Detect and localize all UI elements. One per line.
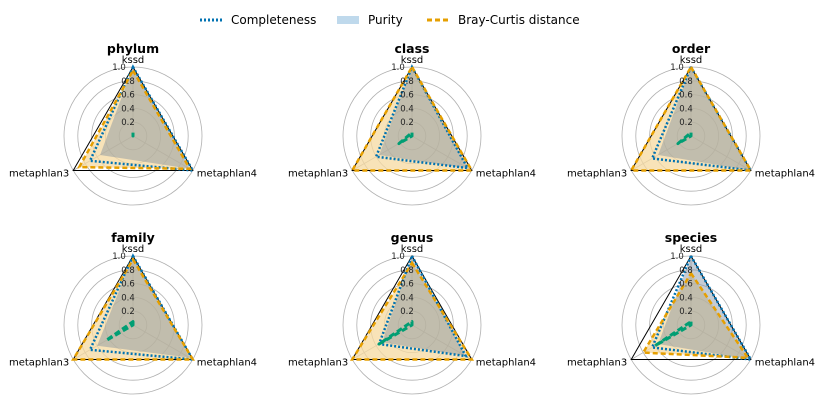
bray-curtis-area (79, 70, 190, 169)
legend-label: Bray-Curtis distance (458, 13, 580, 27)
axis-label-metaphlan4: metaphlan4 (476, 169, 536, 180)
panel-title: class (394, 41, 429, 56)
radial-tick-label: 1.0 (112, 252, 126, 262)
axis-label-metaphlan4: metaphlan4 (476, 358, 536, 369)
radial-tick-label: 0.6 (679, 280, 693, 290)
radial-tick-label: 0.2 (121, 307, 135, 317)
radial-tick-label: 0.8 (679, 266, 693, 276)
completeness-line (650, 253, 754, 362)
panel-title: order (672, 41, 711, 56)
axis-label-kssd: kssd (122, 244, 145, 255)
radial-tick-label: 0.8 (400, 77, 414, 87)
axis-label-metaphlan3: metaphlan3 (567, 358, 627, 369)
radial-tick-label: 0.8 (121, 77, 135, 87)
bray-curtis-area (631, 67, 751, 171)
axis-label-metaphlan3: metaphlan3 (9, 169, 69, 180)
axis-label-kssd: kssd (122, 55, 145, 66)
radial-tick-label: 0.6 (121, 280, 135, 290)
radar-panels: 0.20.40.60.81.0kssdmetaphlan4metaphlan3p… (9, 41, 815, 395)
radial-tick-label: 1.0 (391, 63, 405, 73)
radial-tick-label: 0.4 (121, 293, 135, 303)
axis-label-kssd: kssd (680, 244, 703, 255)
purity-area (658, 67, 751, 171)
radial-tick-label: 0.2 (400, 118, 414, 128)
bray-curtis-line (629, 64, 753, 172)
axis-label-kssd: kssd (680, 55, 703, 66)
bray-curtis-line (70, 256, 196, 361)
radial-tick-label: 0.6 (400, 91, 414, 101)
radial-tick-label: 0.2 (679, 307, 693, 317)
radar-frame (630, 255, 752, 360)
panel-title: species (665, 230, 717, 245)
panel-title: genus (391, 230, 434, 245)
bray-curtis-area (352, 262, 472, 360)
radial-tick-label: 0.4 (679, 104, 693, 114)
legend-label: Purity (368, 13, 403, 27)
bray-curtis-line (350, 64, 474, 172)
radial-tick-label: 0.4 (679, 293, 693, 303)
radial-tick-label: 0.2 (121, 118, 135, 128)
axis-label-metaphlan3: metaphlan3 (288, 358, 348, 369)
bray-curtis-line (77, 67, 192, 171)
radial-tick-label: 0.6 (679, 91, 693, 101)
radial-tick-label: 0.4 (400, 293, 414, 303)
bray-curtis-line (349, 260, 475, 361)
axis-label-metaphlan4: metaphlan4 (197, 358, 257, 369)
radar-frame (72, 66, 194, 171)
bray-curtis-area (73, 259, 193, 360)
green-series-line (676, 131, 693, 146)
radial-tick-label: 0.6 (400, 280, 414, 290)
axis-label-metaphlan3: metaphlan3 (567, 169, 627, 180)
radial-tick-label: 1.0 (670, 252, 684, 262)
axis-label-metaphlan3: metaphlan3 (9, 358, 69, 369)
radial-tick-label: 0.8 (400, 266, 414, 276)
radial-tick-label: 0.8 (121, 266, 135, 276)
bray-curtis-line (641, 270, 751, 360)
panel-title: family (111, 230, 155, 245)
axis-label-metaphlan4: metaphlan4 (197, 169, 257, 180)
axis-label-metaphlan4: metaphlan4 (755, 358, 815, 369)
green-series-line (104, 320, 135, 342)
completeness-line (650, 64, 754, 173)
radial-tick-label: 0.8 (679, 77, 693, 87)
purity-area (100, 67, 190, 169)
panel-title: phylum (107, 41, 159, 56)
radial-tick-label: 0.4 (121, 104, 135, 114)
axis-label-metaphlan3: metaphlan3 (288, 169, 348, 180)
axis-label-kssd: kssd (401, 55, 424, 66)
radial-tick-label: 1.0 (112, 63, 126, 73)
axis-label-metaphlan4: metaphlan4 (755, 169, 815, 180)
green-series-line (377, 320, 414, 346)
axis-label-kssd: kssd (401, 244, 424, 255)
radial-tick-label: 0.2 (679, 118, 693, 128)
legend-label: Completeness (231, 13, 316, 27)
radial-tick-label: 0.4 (400, 104, 414, 114)
radial-tick-label: 0.6 (121, 91, 135, 101)
radial-tick-label: 1.0 (670, 63, 684, 73)
purity-area (658, 256, 751, 360)
green-series-line (397, 131, 414, 146)
green-series-line (653, 320, 693, 348)
radar-frame (351, 255, 473, 360)
legend: Completeness Purity Bray-Curtis distance (200, 13, 580, 27)
radial-tick-label: 1.0 (391, 252, 405, 262)
radial-tick-label: 0.2 (400, 307, 414, 317)
legend-swatch-purity (337, 16, 359, 24)
